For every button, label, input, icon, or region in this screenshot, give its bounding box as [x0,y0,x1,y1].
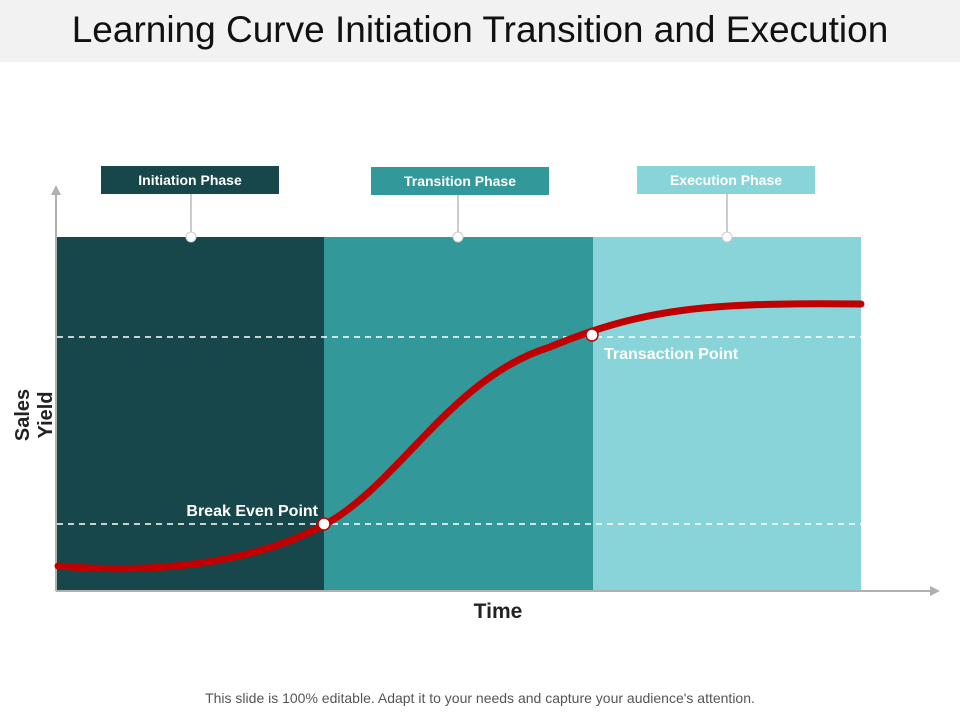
break-even-point-marker [317,517,331,531]
initiation-connector-dot [185,231,197,243]
execution-phase-label: Execution Phase [637,166,815,194]
slide-title: Learning Curve Initiation Transition and… [71,9,889,50]
transaction-point-label: Transaction Point [604,346,739,363]
footer-note: This slide is 100% editable. Adapt it to… [205,690,755,706]
x-axis-label: Time [473,600,523,623]
execution-connector-dot [721,231,733,243]
transaction-point-marker [585,328,599,342]
title-bar: Learning Curve Initiation Transition and… [0,0,960,62]
break-even-point-label: Break Even Point [186,503,318,520]
learning-curve [54,300,865,573]
initiation-phase-label: Initiation Phase [101,166,279,194]
transition-phase-region [324,237,593,591]
transition-phase-label: Transition Phase [371,167,549,195]
execution-phase-region [593,237,861,591]
y-axis-label: Sales Yield [12,388,57,442]
initiation-phase-region [57,237,324,591]
transition-connector-dot [452,231,464,243]
